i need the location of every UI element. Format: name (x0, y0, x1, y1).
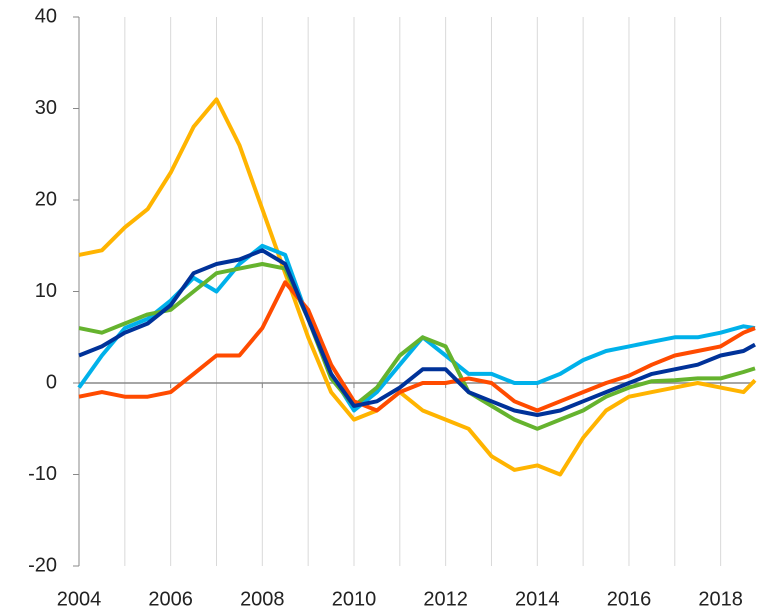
y-tick-label: -20 (28, 554, 57, 576)
series-line (78, 248, 756, 417)
y-tick-label: 0 (46, 371, 57, 393)
x-tick-label: 2018 (698, 588, 743, 610)
x-tick-label: 2016 (607, 588, 652, 610)
x-tick-label: 2004 (57, 588, 102, 610)
x-tick-label: 2006 (148, 588, 193, 610)
series-line (78, 280, 756, 413)
series-line (78, 97, 757, 477)
y-tick-label: 20 (35, 188, 57, 210)
x-tick-label: 2008 (240, 588, 285, 610)
y-tick-label: -10 (28, 463, 57, 485)
series-line (78, 262, 756, 431)
x-tick-label: 2012 (423, 588, 468, 610)
y-tick-label: 10 (35, 280, 57, 302)
x-tick-label: 2014 (515, 588, 560, 610)
x-tick-label: 2010 (332, 588, 377, 610)
y-tick-label: 30 (35, 97, 57, 119)
y-tick-label: 40 (35, 5, 57, 27)
